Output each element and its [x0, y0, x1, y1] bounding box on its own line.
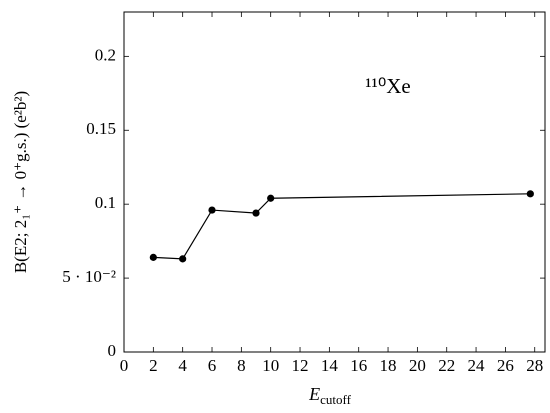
marker: [179, 255, 187, 263]
x-tick-label: 18: [380, 356, 397, 375]
x-tick-label: 2: [149, 356, 158, 375]
x-tick-label: 24: [468, 356, 486, 375]
line: [153, 193, 531, 260]
annotation: ¹¹⁰Xe: [365, 74, 411, 98]
marker: [208, 206, 216, 214]
x-tick-label: 20: [409, 356, 426, 375]
x-tick-label: 16: [350, 356, 367, 375]
marker: [252, 209, 260, 217]
marker: [149, 253, 157, 261]
y-tick-label: 5 · 10⁻²: [62, 267, 116, 286]
y-tick-label: 0.1: [95, 193, 116, 212]
x-tick-label: 14: [321, 356, 339, 375]
x-tick-label: 28: [526, 356, 543, 375]
x-tick-label: 0: [120, 356, 129, 375]
x-axis-label-sub: cutoff: [320, 392, 351, 407]
x-tick-label: 10: [262, 356, 279, 375]
y-axis-label: B(E2; 2₁⁺ → 0⁺g.s.) (e²b²): [11, 91, 30, 273]
y-tick-label: 0.15: [86, 119, 116, 138]
x-tick-label: 4: [178, 356, 187, 375]
x-tick-label: 6: [208, 356, 217, 375]
x-tick-label: 8: [237, 356, 246, 375]
x-axis-label: Ecutoff: [308, 384, 351, 407]
marker: [267, 194, 275, 202]
x-tick-label: 26: [497, 356, 514, 375]
plot-frame: [123, 11, 546, 353]
x-tick-label: 12: [292, 356, 309, 375]
marker: [526, 190, 534, 198]
x-tick-label: 22: [438, 356, 455, 375]
y-tick-label: 0: [108, 341, 117, 360]
y-tick-label: 0.2: [95, 45, 116, 64]
x-axis-label-main: E: [308, 384, 320, 404]
